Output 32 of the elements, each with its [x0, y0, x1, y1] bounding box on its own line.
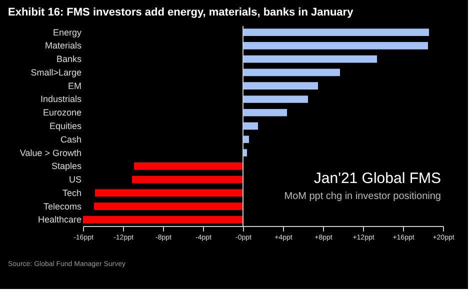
y-tick-label: Telecoms — [43, 201, 82, 212]
bar — [243, 136, 249, 144]
bar — [243, 96, 308, 103]
annotation: Jan'21 Global FMS — [314, 170, 441, 187]
y-tick-label: Value > Growth — [20, 148, 82, 158]
annotation: MoM ppt chg in investor positioning — [284, 191, 441, 202]
y-tick-label: Industrials — [40, 94, 82, 104]
y-tick-label: Materials — [44, 40, 82, 51]
y-tick-label: Small>Large — [30, 67, 82, 78]
bar — [243, 108, 287, 116]
bar — [95, 189, 243, 197]
bar — [94, 202, 243, 210]
y-tick-label: Cash — [60, 134, 82, 144]
bar — [243, 28, 429, 36]
y-tick-label: Banks — [56, 54, 82, 64]
bar — [132, 176, 243, 184]
bar — [243, 68, 340, 76]
bar — [83, 216, 243, 224]
chart-title: Exhibit 16: FMS investors add energy, materials, banks in January — [8, 6, 354, 18]
y-tick-label: Energy — [52, 27, 82, 38]
bar — [243, 122, 258, 130]
bar — [243, 42, 428, 50]
y-tick-label: Eurozone — [42, 108, 82, 118]
bar — [134, 162, 243, 170]
y-tick-label: US — [68, 174, 82, 185]
bar — [243, 82, 318, 90]
y-tick-label: Equities — [49, 121, 82, 131]
bar — [243, 55, 377, 63]
y-tick-label: Healthcare — [38, 214, 82, 225]
y-tick-label: Tech — [62, 188, 82, 198]
y-tick-label: Staples — [51, 161, 82, 172]
y-tick-label: EM — [68, 80, 82, 91]
